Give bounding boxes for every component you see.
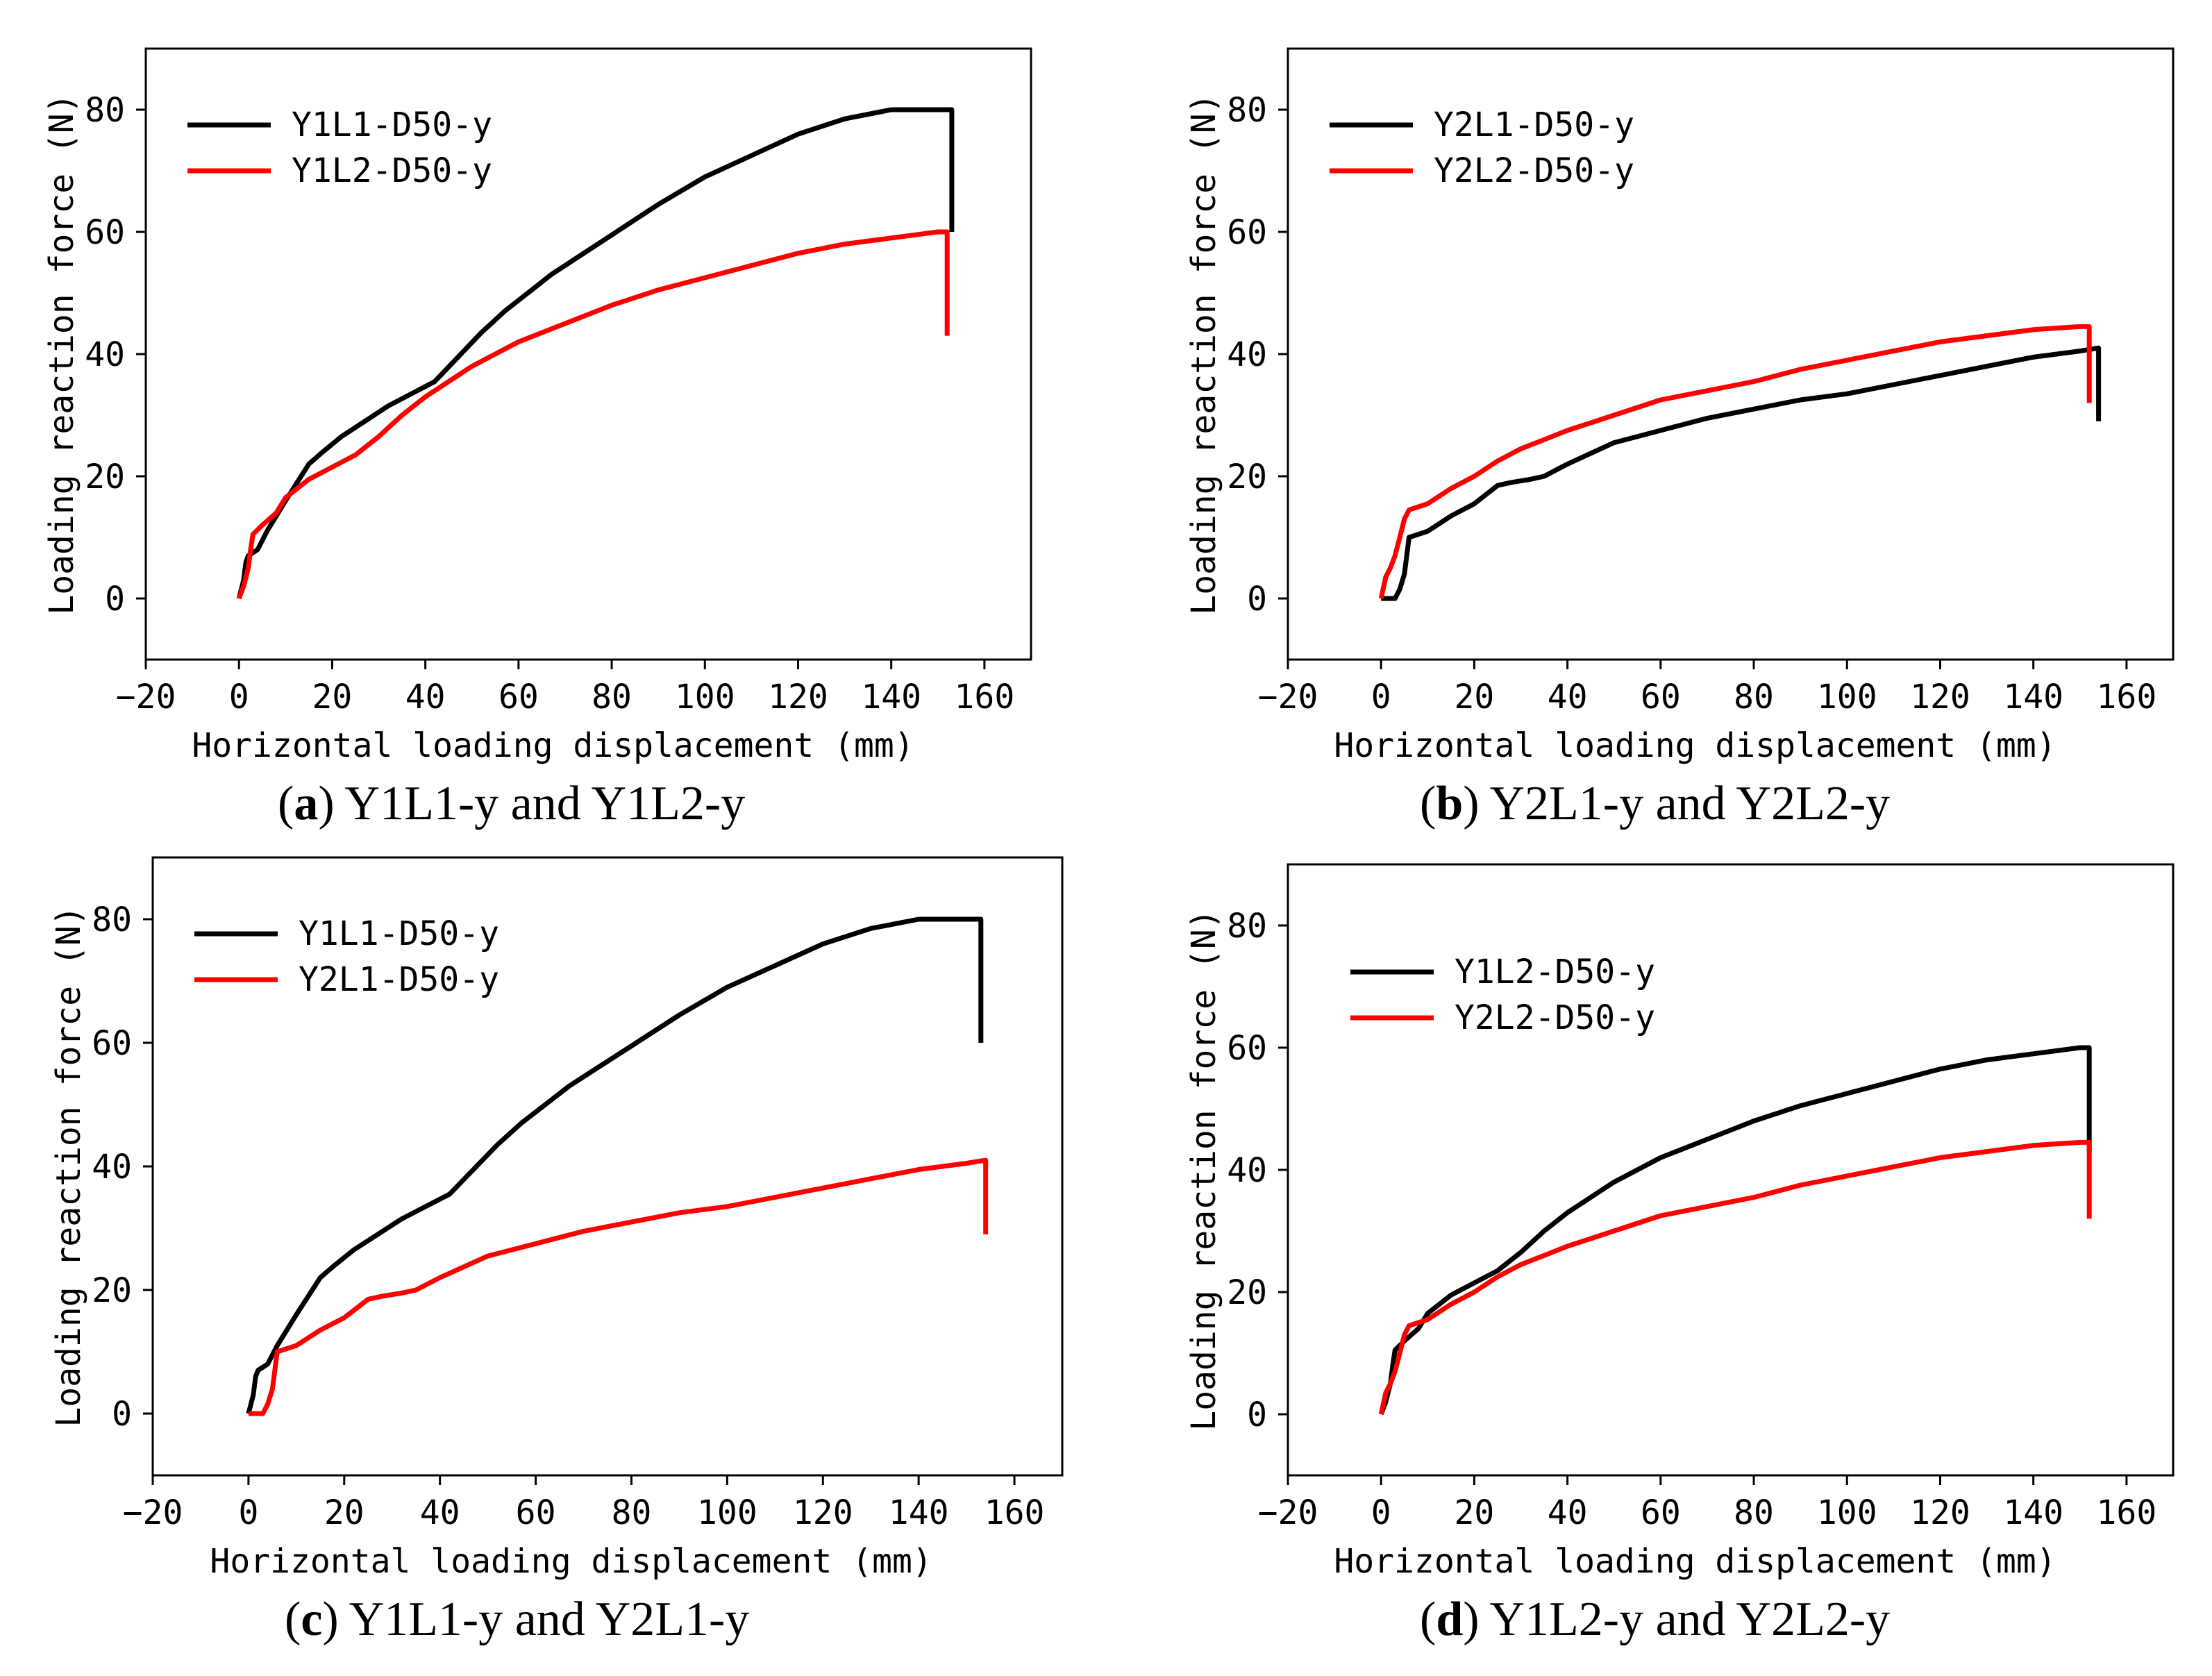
y-tick-label: 0 <box>105 580 125 619</box>
y-tick-label: 0 <box>112 1395 132 1434</box>
x-axis-title: Horizontal loading displacement (mm) <box>192 726 914 765</box>
x-tick-label: 20 <box>1455 678 1495 717</box>
x-tick-label: 40 <box>1548 1493 1588 1532</box>
panel-caption: (c) Y1L1-y and Y2L1-y <box>285 1593 749 1646</box>
y-tick-label: 20 <box>85 458 125 496</box>
chart-panel-c: −20 0 20 40 60 80 100 120 140 160 0 20 40 60 80 Horizon… <box>49 856 1064 1646</box>
x-axis-title: Horizontal loading displacement (mm) <box>1334 726 2056 765</box>
series-line-Y1L2-D50-y <box>236 229 950 600</box>
x-tick-label: 100 <box>1817 678 1877 717</box>
x-tick-label: 140 <box>2003 1493 2063 1532</box>
legend-label: Y1L1-D50-y <box>299 914 499 953</box>
x-tick-label: 160 <box>2097 1493 2157 1532</box>
panel-caption: (b) Y2L1-y and Y2L2-y <box>1420 777 1890 830</box>
x-tick-label: 0 <box>238 1493 258 1532</box>
series-line-Y2L2-D50-y <box>1378 324 2092 599</box>
x-tick-label: 60 <box>516 1493 556 1532</box>
series-line-Y1L1-D50-y <box>236 107 955 599</box>
x-tick-label: 80 <box>1734 678 1774 717</box>
x-tick-label: 40 <box>405 678 446 717</box>
x-tick-label: 100 <box>1817 1493 1877 1532</box>
chart-panel-a: −20 0 20 40 60 80 100 120 140 160 0 20 40 60 80 Horizon… <box>42 47 1032 830</box>
x-tick-label: 160 <box>2097 678 2157 717</box>
x-axis-title: Horizontal loading displacement (mm) <box>210 1542 932 1581</box>
x-tick-label: 60 <box>1641 1493 1681 1532</box>
panel-caption: (a) Y1L1-y and Y1L2-y <box>278 777 745 830</box>
y-axis-title: Loading reaction force (N) <box>1184 93 1223 614</box>
x-tick-label: 0 <box>1371 678 1391 717</box>
series-line-Y2L2-D50-y <box>1378 1139 2092 1415</box>
y-tick-label: 80 <box>85 91 125 130</box>
x-tick-label: 80 <box>612 1493 652 1532</box>
x-tick-label: 160 <box>955 678 1015 717</box>
legend-label: Y1L2-D50-y <box>1455 953 1655 991</box>
y-tick-label: 20 <box>1227 458 1267 496</box>
x-tick-label: 60 <box>498 678 539 717</box>
x-tick-label: 20 <box>312 678 353 717</box>
x-axis-title: Horizontal loading displacement (mm) <box>1334 1542 2056 1581</box>
x-tick-label: 60 <box>1641 678 1681 717</box>
x-tick-label: −20 <box>123 1493 183 1532</box>
y-tick-label: 40 <box>1227 335 1267 374</box>
series-line-Y2L1-D50-y <box>1381 345 2102 601</box>
x-tick-label: 20 <box>324 1493 365 1532</box>
legend-label: Y2L1-D50-y <box>1434 106 1634 144</box>
y-tick-label: 60 <box>92 1024 132 1063</box>
chart-panel-d: −20 0 20 40 60 80 100 120 140 160 0 20 40 60 80 Horizon… <box>1184 863 2175 1646</box>
y-tick-label: 40 <box>85 335 125 374</box>
x-tick-label: 120 <box>793 1493 853 1532</box>
legend-label: Y1L2-D50-y <box>292 151 492 190</box>
legend-label: Y1L1-D50-y <box>292 106 492 144</box>
x-tick-label: −20 <box>1258 1493 1318 1532</box>
x-tick-label: 140 <box>861 678 921 717</box>
x-tick-label: 80 <box>592 678 632 717</box>
x-tick-label: 40 <box>420 1493 460 1532</box>
x-tick-label: 40 <box>1548 678 1588 717</box>
x-tick-label: 80 <box>1734 1493 1774 1532</box>
y-axis-title: Loading reaction force (N) <box>49 905 88 1427</box>
x-tick-label: 100 <box>675 678 735 717</box>
y-tick-label: 20 <box>92 1271 132 1310</box>
x-tick-label: 0 <box>229 678 249 717</box>
y-tick-label: 40 <box>1227 1151 1267 1190</box>
x-tick-label: 160 <box>984 1493 1045 1532</box>
y-tick-label: 80 <box>92 900 132 939</box>
y-tick-label: 60 <box>1227 1029 1267 1068</box>
legend-label: Y2L1-D50-y <box>299 960 499 999</box>
y-axis-title: Loading reaction force (N) <box>42 93 81 614</box>
y-tick-label: 0 <box>1247 1396 1267 1434</box>
y-tick-label: 0 <box>1247 580 1267 619</box>
chart-panel-b: −20 0 20 40 60 80 100 120 140 160 0 20 40 60 80 Horizon… <box>1184 47 2175 830</box>
y-tick-label: 20 <box>1227 1273 1267 1312</box>
x-tick-label: 120 <box>1910 678 1970 717</box>
y-tick-label: 60 <box>1227 213 1267 252</box>
x-tick-label: 120 <box>1910 1493 1970 1532</box>
x-tick-label: −20 <box>1258 678 1318 717</box>
x-tick-label: 140 <box>2003 678 2063 717</box>
series-line-Y2L1-D50-y <box>248 1157 989 1416</box>
x-tick-label: 140 <box>889 1493 949 1532</box>
y-tick-label: 80 <box>1227 91 1267 130</box>
series-line-Y1L1-D50-y <box>246 916 984 1414</box>
panel-caption: (d) Y1L2-y and Y2L2-y <box>1420 1593 1890 1646</box>
y-tick-label: 80 <box>1227 907 1267 946</box>
x-tick-label: −20 <box>116 678 176 717</box>
x-tick-label: 0 <box>1371 1493 1391 1532</box>
y-axis-title: Loading reaction force (N) <box>1184 909 1223 1430</box>
series-line-Y1L2-D50-y <box>1378 1045 2092 1416</box>
y-tick-label: 40 <box>92 1148 132 1187</box>
x-tick-label: 120 <box>768 678 828 717</box>
x-tick-label: 100 <box>697 1493 757 1532</box>
legend-label: Y2L2-D50-y <box>1434 151 1634 190</box>
legend-label: Y2L2-D50-y <box>1455 998 1655 1037</box>
x-tick-label: 20 <box>1455 1493 1495 1532</box>
y-tick-label: 60 <box>85 213 125 252</box>
